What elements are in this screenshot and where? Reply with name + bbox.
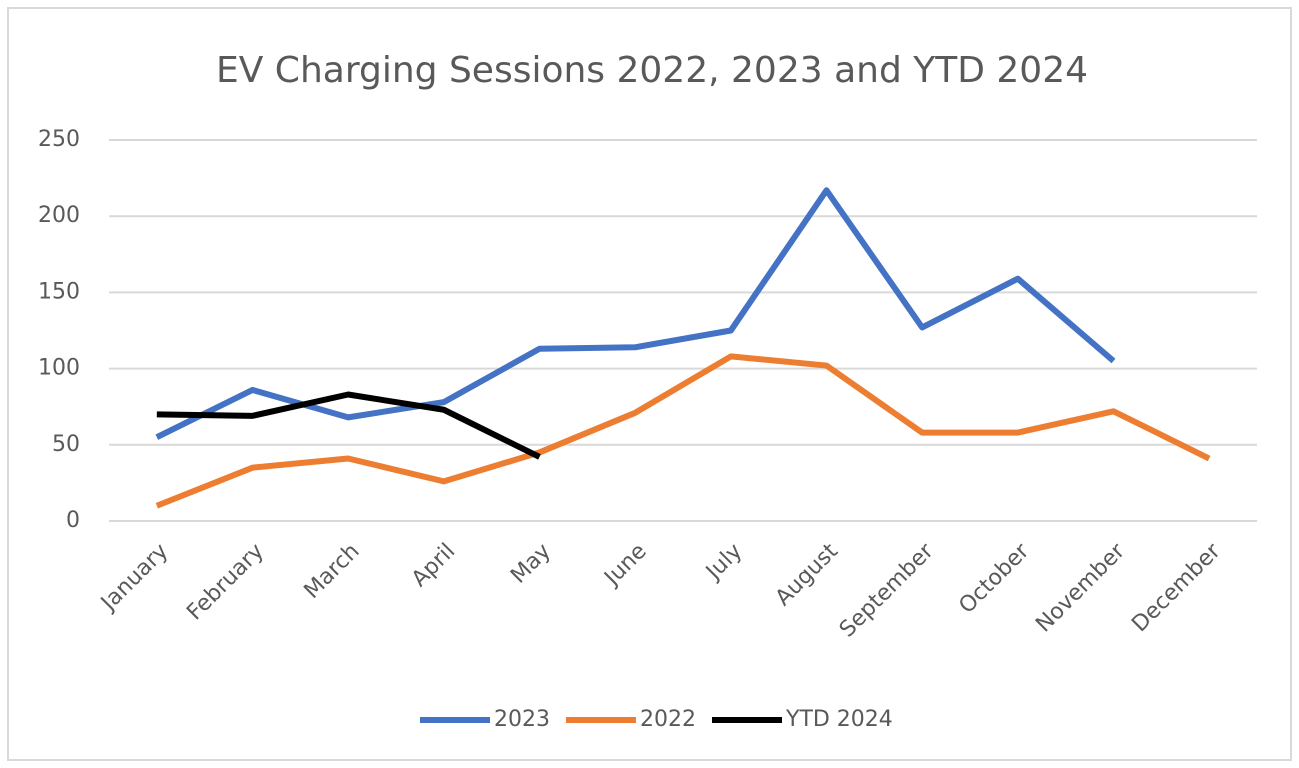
legend-label: YTD 2024: [785, 707, 893, 732]
y-tick-label: 100: [38, 356, 80, 381]
y-tick-label: 200: [38, 203, 80, 228]
series-line: [155, 187, 1116, 440]
legend-label: 2023: [494, 707, 550, 732]
y-tick-label: 0: [66, 508, 80, 533]
series-line: [155, 353, 1211, 509]
y-tick-label: 250: [38, 127, 80, 152]
y-tick-label: 50: [52, 432, 80, 457]
chart-title: EV Charging Sessions 2022, 2023 and YTD …: [216, 50, 1088, 91]
y-tick-label: 150: [38, 279, 80, 304]
chart-border: [7, 7, 1292, 761]
legend-label: 2022: [640, 707, 696, 732]
series-line: [156, 391, 541, 460]
